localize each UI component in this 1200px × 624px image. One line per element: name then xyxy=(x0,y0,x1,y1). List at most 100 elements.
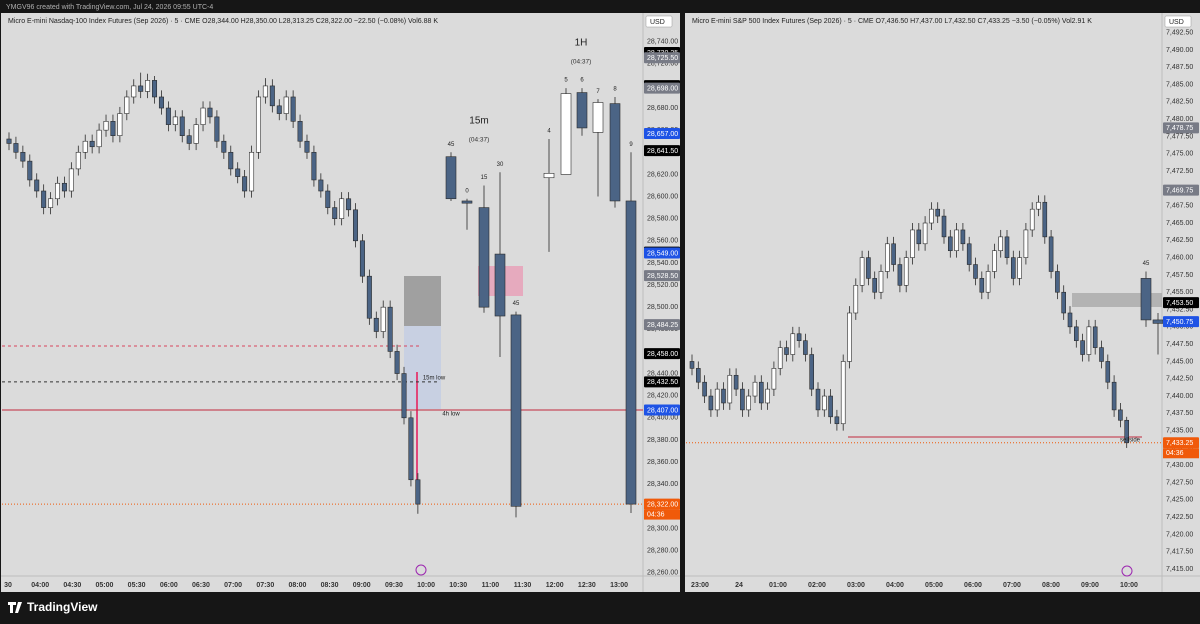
x-tick-label: 05:00 xyxy=(925,582,943,589)
y-tick-label: 28,420.00 xyxy=(647,393,678,400)
y-tick-label: 7,442.50 xyxy=(1166,376,1193,383)
candle-body xyxy=(1152,319,1164,324)
y-tick-label: 7,480.00 xyxy=(1166,116,1193,123)
candle-body xyxy=(352,209,358,242)
x-tick-label: 30 xyxy=(4,582,12,589)
x-tick-label: 24 xyxy=(735,582,743,589)
candle-body xyxy=(1042,201,1048,238)
candle-body xyxy=(200,107,206,125)
y-tick-label: 7,482.50 xyxy=(1166,99,1193,106)
candle-label: 4 xyxy=(547,129,551,135)
x-tick-label: 12:00 xyxy=(546,582,564,589)
candle-body xyxy=(55,182,61,200)
candle-body xyxy=(733,374,739,390)
x-tick-label: 10:30 xyxy=(449,582,467,589)
price-tag xyxy=(644,145,680,157)
y-tick-label: 28,520.00 xyxy=(647,282,678,289)
candle-body xyxy=(910,229,915,258)
candle-body xyxy=(1099,347,1104,362)
x-tick-label: 06:00 xyxy=(160,582,178,589)
countdown-label: 04:36 xyxy=(1166,450,1184,457)
candle-body xyxy=(922,222,928,245)
price-tag-label: 28,484.25 xyxy=(647,322,678,329)
y-tick-label: 28,400.00 xyxy=(647,415,678,422)
candle-body xyxy=(954,229,959,252)
x-tick-label: 13:00 xyxy=(610,582,628,589)
candle-body xyxy=(576,92,588,129)
price-tag-label: 28,549.00 xyxy=(647,250,678,257)
y-tick-label: 28,560.00 xyxy=(647,238,678,245)
candle-body xyxy=(1080,340,1085,355)
candle-body xyxy=(1111,381,1117,411)
candle-body xyxy=(560,93,572,175)
candle-body xyxy=(960,229,966,245)
candle-body xyxy=(1124,419,1129,444)
price-tag xyxy=(644,404,680,416)
y-tick-label: 7,485.00 xyxy=(1166,81,1193,88)
y-tick-label: 28,440.00 xyxy=(647,370,678,377)
y-tick-label: 7,462.50 xyxy=(1166,237,1193,244)
candle-body xyxy=(75,151,81,170)
candle-body xyxy=(702,381,707,397)
y-tick-label: 7,437.50 xyxy=(1166,410,1193,417)
x-tick-label: 11:00 xyxy=(482,582,500,589)
event-icon[interactable] xyxy=(1121,565,1133,577)
x-tick-label: 08:00 xyxy=(1042,582,1060,589)
candle-body xyxy=(872,278,878,293)
candle-body xyxy=(186,135,192,144)
x-tick-label: 02:00 xyxy=(808,582,826,589)
price-tag xyxy=(1163,437,1199,449)
price-tag xyxy=(644,348,680,360)
price-tag-label: 7,478.75 xyxy=(1166,125,1193,132)
candle-body xyxy=(727,374,733,404)
candle-body xyxy=(478,207,490,308)
candle-body xyxy=(242,176,248,192)
candle-body xyxy=(117,113,123,136)
candle-body xyxy=(494,253,506,317)
candle-body xyxy=(592,102,604,133)
y-tick-label: 28,260.00 xyxy=(647,570,678,577)
candle-body xyxy=(152,80,158,98)
price-tag xyxy=(1163,316,1199,328)
brand: TradingView xyxy=(27,600,98,614)
y-tick-label: 28,280.00 xyxy=(647,547,678,554)
y-tick-label: 7,445.00 xyxy=(1166,358,1193,365)
candle-body xyxy=(193,124,199,144)
candle-label: 7 xyxy=(596,89,600,95)
annotation: 4h low xyxy=(442,412,460,418)
candle-body xyxy=(325,190,331,208)
price-tag xyxy=(644,82,680,94)
x-tick-label: 04:00 xyxy=(886,582,904,589)
candle-body xyxy=(1067,312,1073,328)
candle-body xyxy=(48,198,54,208)
candle-label: 9 xyxy=(629,142,633,148)
candle-body xyxy=(131,85,137,98)
price-tag-label: 28,407.00 xyxy=(647,407,678,414)
candle-body xyxy=(6,138,12,144)
y-tick-label: 28,580.00 xyxy=(647,216,678,223)
y-tick-label: 7,492.50 xyxy=(1166,30,1193,37)
candle-body xyxy=(973,264,978,279)
candle-body xyxy=(41,190,47,208)
x-tick-label: 05:00 xyxy=(96,582,114,589)
chart-legend: Micro E-mini S&P 500 Index Futures (Sep … xyxy=(692,18,1092,25)
candle-body xyxy=(1017,257,1022,279)
candle-body xyxy=(20,151,26,162)
price-tag xyxy=(644,270,680,282)
x-tick-label: 10:00 xyxy=(1120,582,1138,589)
candle-body xyxy=(318,179,324,192)
candle-body xyxy=(249,151,255,192)
candle-body xyxy=(796,333,802,341)
y-tick-label: 7,427.50 xyxy=(1166,479,1193,486)
candle-body xyxy=(853,285,859,314)
currency-box xyxy=(1164,15,1192,28)
credit: YMGV96 created with TradingView.com, Jul… xyxy=(6,4,213,11)
candle-body xyxy=(828,395,833,418)
candle-body xyxy=(82,140,88,153)
y-tick-label: 28,620.00 xyxy=(647,171,678,178)
candle-body xyxy=(124,96,130,114)
event-icon[interactable] xyxy=(415,564,427,576)
y-tick-label: 7,430.00 xyxy=(1166,462,1193,469)
candle-body xyxy=(884,243,890,272)
price-tag-label: 28,458.00 xyxy=(647,351,678,358)
